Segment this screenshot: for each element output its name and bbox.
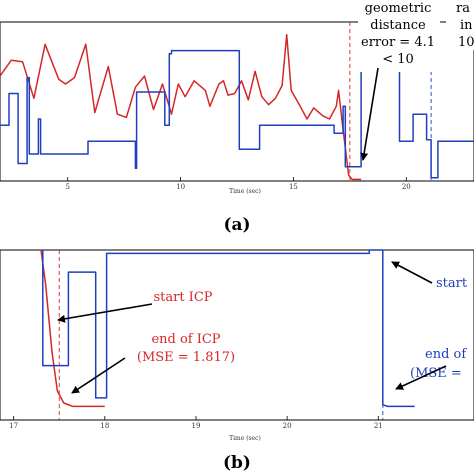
panel-a-annotation-1-line-3: error = 4.1	[361, 35, 435, 50]
panel-b-annotation-end-right-line-1: end of	[425, 347, 467, 362]
panel-b-x-tick-label-0: 17	[9, 422, 18, 430]
panel-a-annotation-1-line-1: geometric	[365, 1, 432, 16]
panel-a-annotation-2-line-1: ra	[456, 1, 470, 16]
panel-a-x-tick-label-2: 15	[289, 183, 298, 191]
panel-b-annotation-end-icp-line-2: (MSE = 1.817)	[137, 350, 235, 365]
panel-a-ticks-group: 5 10 15 20	[65, 177, 411, 191]
panel-a-annotation-2-line-2: in	[460, 18, 473, 33]
panel-a-annotation-bg-2	[446, 0, 474, 50]
panel-b-series-line-0	[40, 249, 105, 408]
panel-b-frame	[0, 249, 474, 421]
panel-a-xlabel: Time (sec)	[229, 188, 261, 195]
panel-a-series-line-0	[0, 33, 362, 181]
panel-b-arrow-end-icp	[71, 357, 126, 394]
panel-a-annotation-bg-1	[358, 0, 440, 72]
panel-b-x-tick-label-1: 18	[100, 422, 109, 430]
panel-a-series-group	[0, 22, 474, 181]
panel-b-arrow-end-right	[395, 365, 447, 390]
panel-b-annotation-start-icp: start ICP	[153, 290, 212, 305]
panel-b-label: (b)	[223, 453, 251, 473]
panel-a-annotation-1-line-4: < 10	[382, 52, 414, 67]
panel-a-label: (a)	[223, 215, 250, 235]
panel-b-xlabel: Time (sec)	[229, 435, 261, 442]
panel-b-x-tick-label-2: 19	[192, 422, 201, 430]
panel-b: 17 18 19 20 21 Time (sec) start ICP end of I…	[0, 249, 474, 442]
panel-a-frame	[0, 21, 474, 182]
panel-b-x-tick-label-4: 21	[374, 422, 383, 430]
panel-a-series-line-1	[0, 49, 474, 179]
panel-b-series-line-1	[42, 249, 415, 408]
panel-b-series-group	[40, 249, 415, 420]
panel-b-arrow-start-icp	[57, 303, 153, 323]
panel-b-arrow-start-right	[391, 261, 433, 284]
panel-b-annotation-end-icp-line-1: end of ICP	[151, 332, 220, 347]
panel-a-x-tick-label-3: 20	[402, 183, 411, 191]
panel-b-ticks-group: 17 18 19 20 21	[9, 416, 383, 430]
panel-a-annotation-1-line-2: distance	[370, 18, 426, 33]
panel-a: 5 10 15 20 Time (sec) geometric distance er…	[0, 0, 474, 195]
panel-a-annotation-2-line-3: 10	[458, 35, 474, 50]
panel-b-annotation-start-right: start	[436, 276, 468, 291]
panel-b-x-tick-label-3: 20	[283, 422, 292, 430]
panel-a-annotation-arrow	[360, 67, 379, 161]
panel-a-x-tick-label-1: 10	[176, 183, 185, 191]
panel-a-x-tick-label-0: 5	[65, 183, 69, 191]
